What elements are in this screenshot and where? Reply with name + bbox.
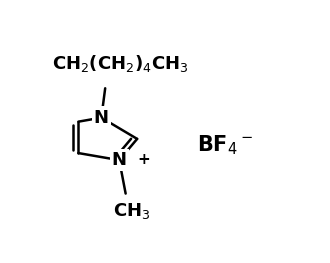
- Text: N: N: [112, 151, 127, 169]
- Text: +: +: [137, 152, 150, 167]
- Text: CH$_2$(CH$_2$)$_4$CH$_3$: CH$_2$(CH$_2$)$_4$CH$_3$: [52, 53, 189, 74]
- Text: CH$_3$: CH$_3$: [113, 201, 151, 221]
- Text: BF$_4$$^-$: BF$_4$$^-$: [197, 133, 253, 157]
- Text: N: N: [94, 109, 109, 127]
